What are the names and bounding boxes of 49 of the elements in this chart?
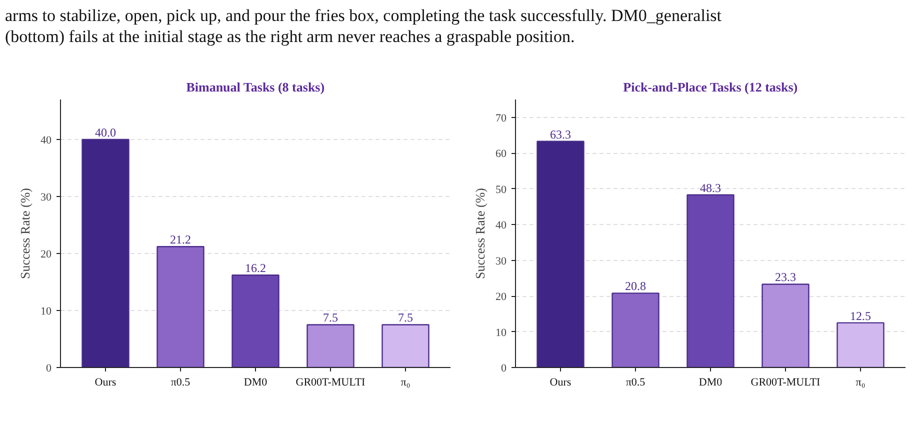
data-label: 48.3	[700, 180, 721, 195]
bar	[536, 140, 584, 368]
y-axis-title: Success Rate (%)	[18, 188, 32, 279]
bar	[156, 246, 204, 368]
chart-title: Bimanual Tasks (8 tasks)	[186, 80, 325, 94]
y-tick-label: 0	[501, 362, 507, 374]
data-label: 12.5	[850, 308, 871, 323]
y-tick-label: 0	[46, 362, 52, 374]
data-label: 7.5	[323, 310, 338, 325]
x-tick-label: π₀	[856, 376, 866, 388]
y-tick-label: 30	[40, 191, 52, 204]
data-label: 16.2	[245, 261, 266, 276]
y-tick-label: 50	[496, 184, 507, 196]
bar	[382, 324, 430, 368]
bar	[686, 194, 734, 368]
x-tick-label: DM0	[698, 376, 723, 388]
bar	[306, 324, 354, 368]
y-tick-label: 40	[496, 220, 507, 232]
data-label: 21.2	[170, 232, 191, 247]
x-tick-label: Ours	[94, 376, 116, 388]
y-tick-label: 40	[40, 134, 52, 146]
data-label: 63.3	[550, 127, 571, 142]
y-tick-label: 20	[496, 291, 507, 304]
bar	[762, 284, 810, 368]
text: arms to stabilize, open, pick up, and pour the fries box, completing the task successfully. DM0_generalist	[5, 6, 722, 25]
y-tick-label: 20	[40, 248, 52, 260]
data-label: 7.5	[398, 310, 413, 325]
text: (bottom) fails at the initial stage as the right arm never reaches a graspable position.	[5, 27, 575, 46]
y-tick-label: 60	[496, 148, 507, 160]
data-label: 20.8	[625, 279, 646, 294]
data-label: 23.3	[775, 270, 796, 284]
y-axis-title: Success Rate (%)	[472, 188, 488, 279]
y-tick-label: 10	[40, 305, 52, 318]
y-tick-label: 10	[496, 326, 507, 339]
data-label: 40.0	[95, 125, 116, 140]
bar	[836, 322, 884, 368]
x-tick-label: GR00T-MULTI	[750, 376, 821, 388]
x-tick-label: π₀	[400, 376, 410, 388]
bar	[232, 274, 280, 368]
x-tick-label: π0.5	[626, 376, 646, 388]
x-tick-label: GR00T-MULTI	[296, 376, 366, 388]
y-tick-label: 30	[496, 255, 507, 268]
x-tick-label: Ours	[550, 376, 572, 388]
x-tick-label: DM0	[244, 376, 268, 388]
bar	[82, 138, 130, 368]
x-tick-label: π0.5	[170, 376, 191, 388]
bar	[612, 292, 660, 368]
y-tick-label: 70	[496, 112, 507, 124]
chart-title: Pick-and-Place Tasks (12 tasks)	[623, 80, 798, 94]
